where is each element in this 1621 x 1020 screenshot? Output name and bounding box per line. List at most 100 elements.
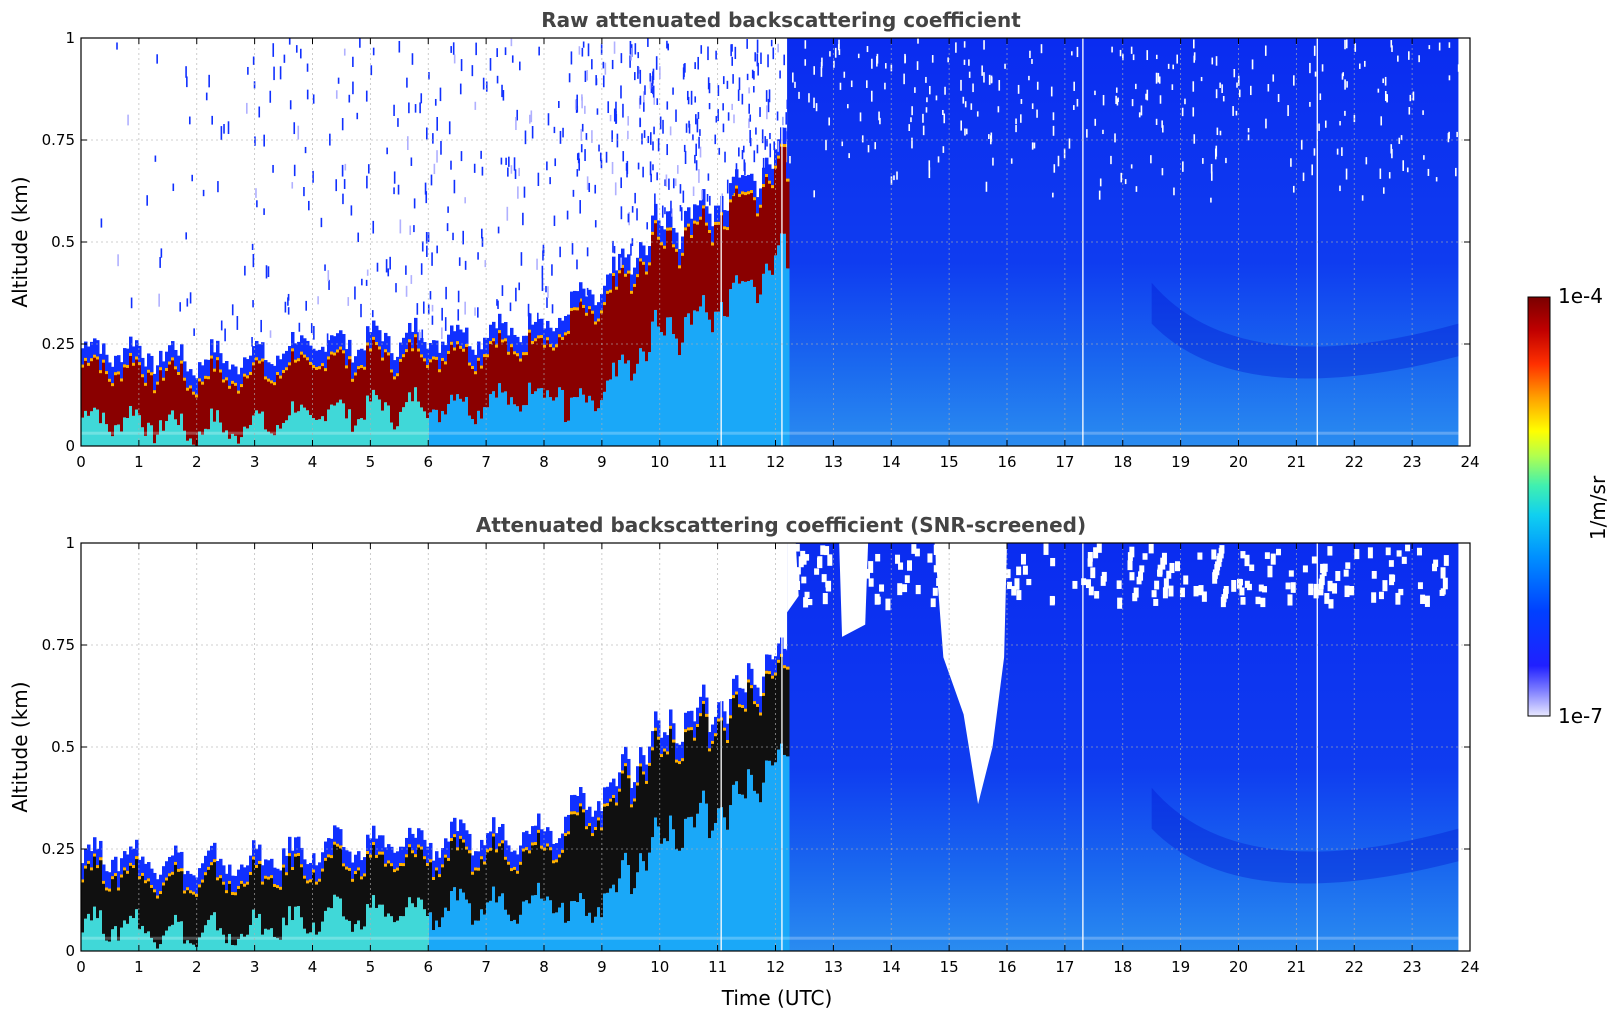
noise-speck: [547, 113, 550, 126]
screened-gap: [1096, 543, 1102, 553]
layer-transition: [129, 862, 133, 866]
layer-core: [402, 354, 406, 408]
screened-gap: [826, 580, 832, 592]
layer-transition: [165, 367, 169, 371]
noise-speck: [546, 161, 548, 171]
layer-transition: [450, 341, 454, 345]
noise-speck: [866, 80, 868, 88]
noise-speck: [458, 257, 461, 266]
layer-edge: [366, 834, 370, 854]
layer-core: [759, 204, 763, 295]
layer-edge: [537, 813, 541, 832]
noise-speck: [308, 200, 310, 211]
aerosol-column: [777, 749, 781, 951]
noise-speck: [446, 223, 449, 232]
layer-transition: [624, 763, 628, 767]
noise-speck: [389, 256, 391, 270]
layer-core: [705, 222, 709, 313]
noise-speck: [464, 301, 466, 315]
layer-edge: [123, 348, 127, 367]
noise-speck: [432, 133, 434, 144]
layer-transition: [309, 361, 313, 365]
layer-edge: [423, 839, 427, 859]
x-tick-label: 15: [940, 453, 959, 471]
layer-core: [552, 860, 556, 914]
screened-gap: [1344, 585, 1350, 598]
layer-transition: [423, 358, 427, 362]
layer-edge: [675, 743, 679, 762]
layer-edge: [753, 684, 757, 704]
aerosol-column: [426, 418, 430, 446]
noise-speck: [727, 112, 730, 121]
layer-transition: [234, 382, 238, 386]
layer-transition: [516, 353, 520, 357]
aerosol-column: [201, 932, 205, 951]
aerosol-column: [204, 925, 208, 951]
noise-speck: [884, 63, 887, 69]
layer-core: [219, 369, 223, 423]
layer-core: [168, 873, 172, 927]
screened-gap: [1276, 548, 1282, 556]
layer-edge: [174, 349, 178, 369]
layer-edge: [645, 764, 649, 783]
layer-core: [540, 845, 544, 899]
noise-speck: [440, 140, 442, 155]
noise-speck: [335, 179, 338, 192]
layer-edge: [696, 205, 700, 224]
panel-title: Attenuated backscattering coefficient (S…: [476, 513, 1086, 537]
layer-transition: [105, 371, 109, 375]
noise-speck: [186, 76, 188, 88]
noise-speck: [254, 136, 256, 146]
layer-transition: [261, 881, 265, 885]
noise-speck: [1455, 167, 1457, 177]
layer-core: [105, 371, 109, 425]
aerosol-column: [663, 838, 667, 951]
layer-transition: [321, 868, 325, 872]
aerosol-column: [651, 837, 655, 951]
noise-speck: [288, 38, 291, 45]
layer-transition: [258, 360, 262, 364]
noise-speck: [554, 158, 557, 167]
noise-speck: [1020, 99, 1023, 104]
layer-transition: [306, 880, 310, 884]
aerosol-column: [669, 815, 673, 951]
layer-core: [690, 727, 694, 817]
layer-edge: [357, 349, 361, 369]
noise-speck: [372, 220, 375, 234]
layer-edge: [594, 810, 598, 829]
layer-core: [768, 671, 772, 761]
screened-gap: [1087, 552, 1093, 562]
layer-core: [474, 371, 478, 425]
layer-edge: [426, 348, 430, 368]
layer-core: [690, 235, 694, 325]
aerosol-column: [654, 309, 658, 446]
noise-speck: [1110, 155, 1112, 165]
layer-edge: [753, 180, 757, 200]
noise-speck: [926, 97, 928, 103]
aerosol-column: [450, 394, 454, 446]
layer-core: [93, 354, 97, 408]
aerosol-column: [417, 897, 421, 951]
noise-speck: [695, 143, 697, 156]
layer-transition: [756, 213, 760, 217]
layer-transition: [627, 270, 631, 274]
layer-core: [102, 880, 106, 934]
layer-transition: [300, 351, 304, 355]
layer-transition: [291, 348, 295, 352]
layer-core: [456, 341, 460, 395]
screened-gap: [874, 593, 880, 605]
noise-speck: [398, 40, 401, 53]
x-tick-label: 7: [481, 453, 491, 471]
noise-speck: [1313, 45, 1316, 56]
noise-speck: [453, 179, 456, 194]
aerosol-column: [744, 798, 748, 951]
noise-speck: [1102, 94, 1105, 106]
noise-speck: [1159, 95, 1162, 104]
layer-edge: [657, 220, 661, 239]
layer-core: [90, 358, 94, 412]
layer-core: [654, 220, 658, 310]
aerosol-column: [273, 435, 277, 446]
layer-transition: [321, 363, 325, 367]
layer-core: [477, 357, 481, 411]
aerosol-column: [756, 793, 760, 951]
